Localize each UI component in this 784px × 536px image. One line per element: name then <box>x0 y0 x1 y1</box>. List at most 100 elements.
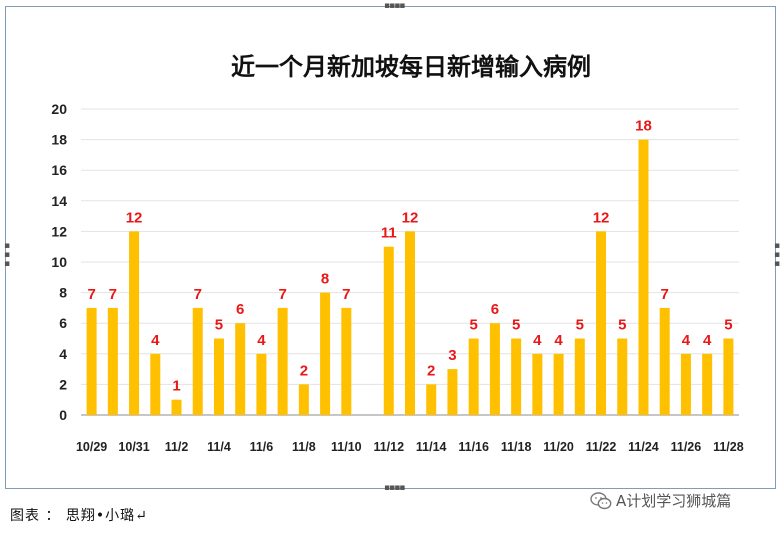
y-tick-label: 10 <box>51 254 67 270</box>
resize-handle-right[interactable]: ▪▪▪ <box>772 241 782 268</box>
watermark: A计划学习狮城篇 <box>590 490 731 511</box>
data-label: 7 <box>87 286 95 303</box>
data-label: 12 <box>126 209 143 226</box>
bar <box>213 338 224 415</box>
bar <box>468 338 479 415</box>
bar <box>532 353 543 415</box>
y-tick-label: 18 <box>51 132 67 148</box>
bar <box>680 353 691 415</box>
data-label: 4 <box>533 332 542 349</box>
bar <box>659 307 670 415</box>
y-tick-label: 14 <box>51 193 67 209</box>
bar <box>638 139 649 415</box>
bar <box>426 384 437 415</box>
data-label: 4 <box>703 332 712 349</box>
data-label: 2 <box>300 362 308 379</box>
resize-handle-top[interactable]: ▪▪▪▪ <box>384 1 405 11</box>
data-label: 5 <box>618 317 626 334</box>
gridlines <box>81 108 739 385</box>
bar <box>702 353 713 415</box>
bar <box>574 338 585 415</box>
y-tick-label: 16 <box>51 162 67 178</box>
bar <box>150 353 161 415</box>
resize-handle-bottom[interactable]: ▪▪▪▪ <box>384 483 405 493</box>
data-label: 11 <box>381 225 397 242</box>
bar <box>320 292 331 415</box>
wechat-icon <box>590 491 612 509</box>
bar <box>553 353 564 415</box>
x-tick-label: 11/4 <box>207 440 231 454</box>
x-tick-label: 11/16 <box>458 440 489 454</box>
x-tick-label: 11/2 <box>165 440 189 454</box>
bar <box>129 231 140 415</box>
bar <box>341 307 352 415</box>
bar <box>277 307 288 415</box>
data-label: 5 <box>724 317 732 334</box>
x-tick-label: 11/10 <box>331 440 362 454</box>
bar <box>192 307 203 415</box>
x-tick-label: 10/31 <box>118 440 149 454</box>
watermark-text: A计划学习狮城篇 <box>616 492 732 510</box>
bar <box>723 338 734 415</box>
data-label: 2 <box>427 362 435 379</box>
bar <box>171 399 182 415</box>
bar <box>511 338 522 415</box>
bar <box>298 384 309 415</box>
y-tick-label: 20 <box>51 101 67 117</box>
bar <box>596 231 607 415</box>
bar <box>383 246 394 415</box>
bar <box>107 307 118 415</box>
x-tick-label: 11/6 <box>250 440 274 454</box>
y-tick-label: 8 <box>59 285 67 301</box>
data-label: 8 <box>321 271 329 288</box>
data-label: 7 <box>661 286 669 303</box>
data-label: 12 <box>402 209 419 226</box>
data-label: 6 <box>236 301 244 318</box>
y-tick-label: 2 <box>59 376 67 392</box>
data-label: 18 <box>635 118 652 135</box>
x-tick-label: 11/18 <box>501 440 532 454</box>
data-label: 7 <box>342 286 350 303</box>
bar <box>235 323 246 415</box>
resize-handle-left[interactable]: ▪▪▪ <box>2 241 12 268</box>
x-tick-label: 11/28 <box>713 440 744 454</box>
x-tick-labels: 10/29 10/31 11/2 11/4 11/6 11/8 11/10 11/12 11/1… <box>76 440 744 454</box>
bar <box>617 338 628 415</box>
data-label: 4 <box>257 332 266 349</box>
data-label: 6 <box>491 301 499 318</box>
data-label: 5 <box>215 317 223 334</box>
data-label: 5 <box>470 317 478 334</box>
chart-title: 近一个月新加坡每日新增输入病例 <box>231 53 591 81</box>
data-label: 7 <box>194 286 202 303</box>
x-tick-label: 11/20 <box>543 440 574 454</box>
bar <box>447 369 458 415</box>
bar <box>405 231 415 415</box>
data-label: 7 <box>278 286 286 303</box>
data-label: 12 <box>593 209 610 226</box>
data-label: 1 <box>172 378 180 395</box>
data-label: 4 <box>151 332 160 349</box>
x-tick-label: 10/29 <box>76 440 107 454</box>
x-tick-label: 11/26 <box>671 440 702 454</box>
y-tick-label: 0 <box>59 407 67 423</box>
bars <box>86 139 734 415</box>
x-tick-label: 11/14 <box>416 440 447 454</box>
data-label: 3 <box>448 347 456 364</box>
data-label: 5 <box>512 317 520 334</box>
bar <box>256 353 267 415</box>
y-tick-labels: 0 2 4 6 8 10 12 14 16 18 20 <box>51 101 67 423</box>
data-label: 7 <box>109 286 117 303</box>
data-label: 5 <box>576 317 584 334</box>
y-tick-label: 4 <box>59 346 67 362</box>
x-tick-label: 11/12 <box>373 440 404 454</box>
bar <box>86 307 97 415</box>
data-label: 4 <box>554 332 563 349</box>
y-tick-label: 6 <box>59 315 67 331</box>
x-tick-label: 11/22 <box>586 440 617 454</box>
x-tick-label: 11/24 <box>628 440 659 454</box>
bar <box>489 323 500 415</box>
y-tick-label: 12 <box>51 223 67 239</box>
